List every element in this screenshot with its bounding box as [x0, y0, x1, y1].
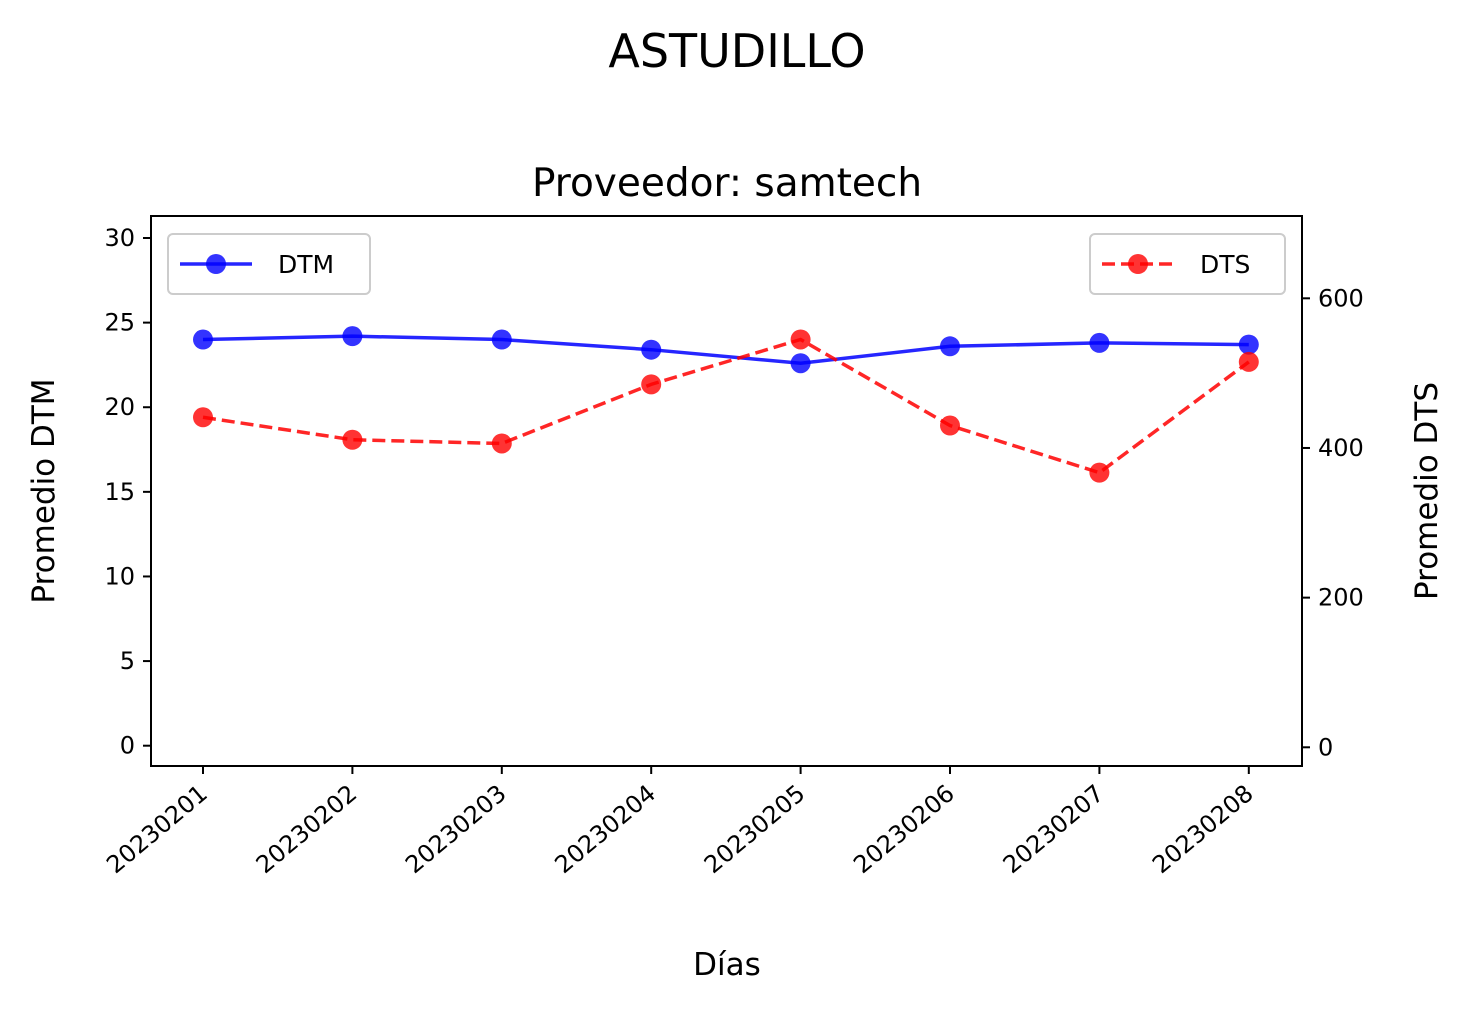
legend-marker-dtm	[206, 254, 226, 274]
y-axis-right-label: Promedio DTS	[1409, 382, 1445, 600]
x-tick-label: 20230203	[400, 779, 512, 879]
x-tick-label: 20230208	[1147, 779, 1259, 879]
x-tick-label: 20230204	[549, 779, 661, 879]
x-axis-label: Días	[693, 947, 761, 983]
data-point-dts	[1089, 462, 1110, 483]
y-right-tick-label: 600	[1318, 284, 1364, 312]
plot-area: 0 5 10 15 20 25 30 0 200 400 600 20230201 20230202 20…	[101, 215, 1364, 879]
legend-label-dtm: DTM	[278, 250, 334, 279]
data-point-dts	[641, 374, 662, 395]
data-point-dtm	[641, 339, 662, 360]
x-tick-label: 20230205	[699, 779, 811, 879]
data-point-dtm	[491, 329, 512, 350]
y-left-tick-label: 5	[120, 647, 135, 675]
y-left-tick-label: 25	[104, 309, 135, 337]
chart-suptitle: ASTUDILLO	[608, 24, 865, 78]
data-point-dtm	[790, 353, 811, 374]
y-left-tick-label: 15	[104, 478, 135, 506]
y-right-tick-label: 200	[1318, 584, 1364, 612]
legend-box-dtm	[167, 233, 371, 295]
legend-label-dts: DTS	[1200, 250, 1250, 279]
legend-box-dts	[1089, 233, 1286, 295]
data-point-dts	[790, 329, 811, 350]
legend-marker-dts	[1128, 254, 1148, 274]
data-point-dts	[491, 433, 512, 454]
series-line-dts	[202, 337, 1250, 475]
data-point-dtm	[1089, 332, 1110, 353]
y-left-tick-label: 20	[104, 393, 135, 421]
data-point-dtm	[193, 329, 213, 350]
data-point-dts	[940, 415, 960, 436]
x-tick-label: 20230206	[848, 779, 960, 879]
data-point-dts	[193, 407, 213, 428]
y-right-tick-label: 400	[1318, 434, 1364, 462]
data-point-dtm	[1238, 334, 1259, 355]
x-tick-label: 20230207	[998, 779, 1110, 879]
data-point-dts	[342, 429, 363, 450]
y-left-tick-label: 30	[104, 224, 135, 252]
data-point-dtm	[940, 336, 960, 357]
x-tick-label: 20230202	[251, 779, 363, 879]
x-tick-label: 20230201	[101, 779, 213, 879]
y-left-tick-label: 0	[120, 732, 135, 760]
data-point-dts	[1238, 351, 1259, 372]
data-point-dtm	[342, 326, 363, 347]
y-axis-left-label: Promedio DTM	[26, 378, 62, 603]
y-right-tick-label: 0	[1318, 733, 1333, 761]
series-line-dtm	[202, 334, 1249, 365]
y-left-tick-label: 10	[104, 562, 135, 590]
plot-frame	[150, 215, 1303, 767]
chart-title: Proveedor: samtech	[532, 161, 922, 206]
